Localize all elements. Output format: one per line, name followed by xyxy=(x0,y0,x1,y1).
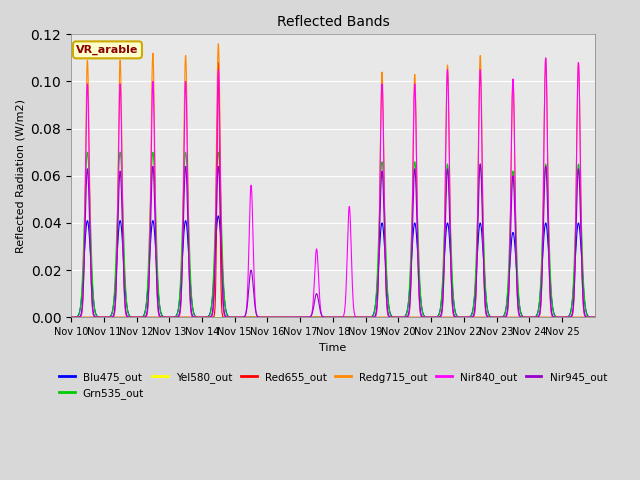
X-axis label: Time: Time xyxy=(319,343,346,353)
Legend: Blu475_out, Grn535_out, Yel580_out, Red655_out, Redg715_out, Nir840_out, Nir945_: Blu475_out, Grn535_out, Yel580_out, Red6… xyxy=(55,368,611,403)
Y-axis label: Reflected Radiation (W/m2): Reflected Radiation (W/m2) xyxy=(15,99,25,253)
Text: VR_arable: VR_arable xyxy=(76,45,139,55)
Title: Reflected Bands: Reflected Bands xyxy=(276,15,389,29)
